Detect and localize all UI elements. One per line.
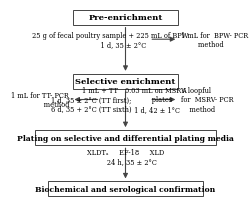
Text: 0.03 mL on MSRV
      plates
 1 d, 42 ± 1°C: 0.03 mL on MSRV plates 1 d, 42 ± 1°C (125, 87, 185, 113)
Text: 1 mL for TT- PCR
      method: 1 mL for TT- PCR method (11, 91, 69, 109)
Text: Pre-enrichment: Pre-enrichment (88, 14, 162, 22)
FancyBboxPatch shape (48, 182, 203, 196)
Text: A loopful
for  MSRV- PCR
    method: A loopful for MSRV- PCR method (180, 87, 233, 113)
Text: Selective enrichment: Selective enrichment (75, 78, 175, 86)
Text: 1 mL + TT
1 d, 35 ± 2°C (TT first);
6 d, 35 + 2°C (TT sixth): 1 mL + TT 1 d, 35 ± 2°C (TT first); 6 d,… (51, 87, 132, 113)
FancyBboxPatch shape (72, 75, 178, 90)
Text: 1 mL for  BPW- PCR
        method: 1 mL for BPW- PCR method (180, 31, 247, 49)
FancyBboxPatch shape (72, 10, 178, 25)
FancyBboxPatch shape (35, 130, 215, 146)
Text: Biochemical and serological confirmation: Biochemical and serological confirmation (35, 185, 215, 193)
Text: XLDTₐ     EF-18     XLD
      24 h, 35 ± 2°C: XLDTₐ EF-18 XLD 24 h, 35 ± 2°C (86, 148, 164, 165)
Text: Plating on selective and differential plating media: Plating on selective and differential pl… (17, 134, 233, 142)
Text: 25 g of fecal poultry sample + 225 mL of BPW
            1 d, 35 ± 2°C: 25 g of fecal poultry sample + 225 mL of… (32, 31, 188, 49)
